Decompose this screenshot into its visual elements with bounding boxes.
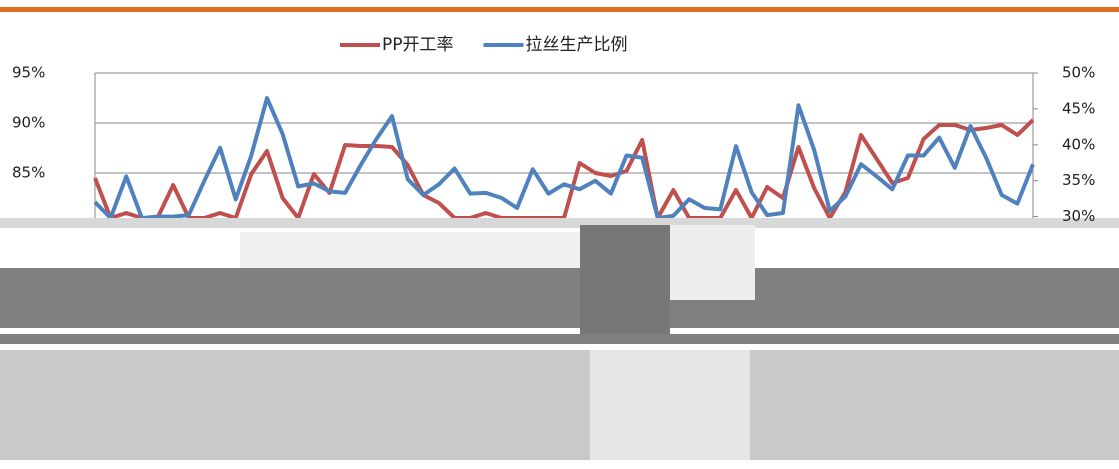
y-tick-label: 85% (12, 164, 45, 182)
legend-label: PP开工率 (382, 35, 454, 55)
corrupted-area (0, 218, 1119, 460)
legend-label: 拉丝生产比例 (526, 35, 628, 55)
y-tick-label: 90% (12, 114, 45, 132)
y2-tick-label: 50% (1062, 64, 1095, 82)
y2-tick-label: 40% (1062, 135, 1095, 153)
series-line (93, 118, 1035, 218)
legend: PP开工率 拉丝生产比例 (340, 35, 628, 55)
y2-tick-label: 30% (1062, 207, 1095, 225)
top-rule (0, 7, 1119, 12)
y2-tick-label: 45% (1062, 99, 1095, 117)
plot (93, 72, 1038, 218)
series-line (93, 96, 1035, 218)
y-tick-label: 95% (12, 64, 45, 82)
y2-tick-label: 35% (1062, 171, 1095, 189)
